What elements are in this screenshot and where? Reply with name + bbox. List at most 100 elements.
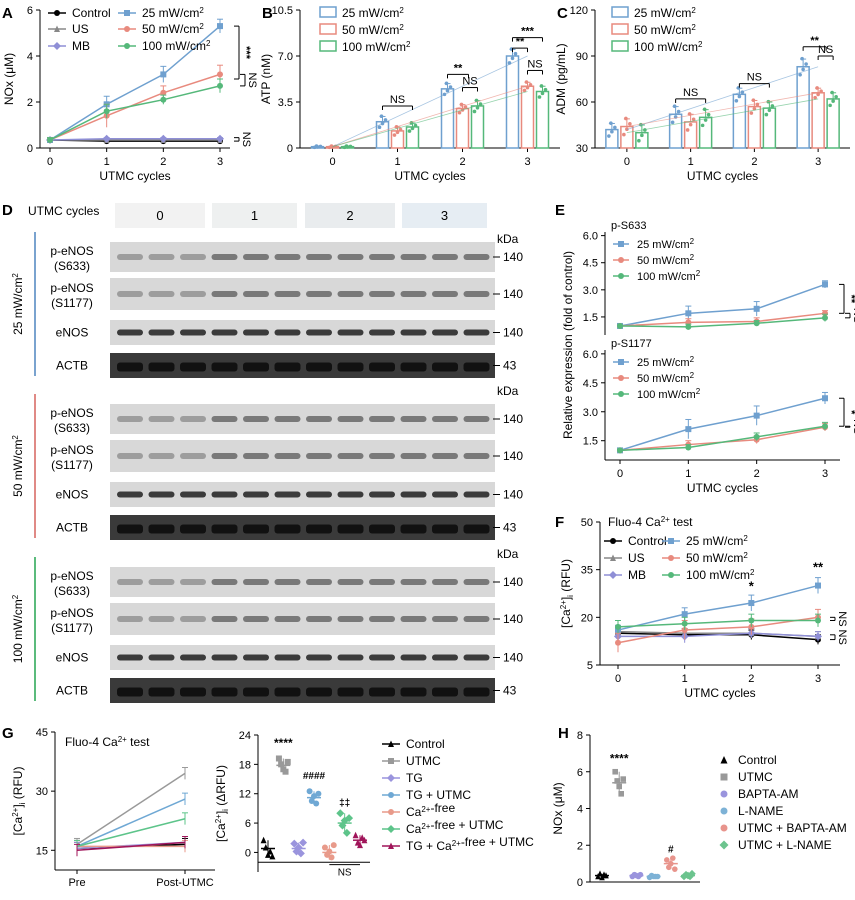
legend-marker xyxy=(618,241,624,247)
series-line xyxy=(619,317,826,328)
significance-label: **** xyxy=(274,736,293,750)
blot-band xyxy=(400,579,427,585)
significance-label: #### xyxy=(303,771,326,782)
data-point xyxy=(828,103,832,108)
blot-band xyxy=(306,254,332,260)
series-line xyxy=(619,283,826,327)
data-point xyxy=(654,873,661,880)
data-point xyxy=(311,793,317,800)
kda-label: kDa xyxy=(497,384,519,398)
blot-band xyxy=(432,616,458,622)
blot-band xyxy=(369,329,395,336)
data-point xyxy=(831,99,835,103)
data-point xyxy=(801,67,805,72)
data-point xyxy=(318,144,323,149)
blot-band xyxy=(243,579,269,585)
data-point xyxy=(395,130,400,135)
data-point xyxy=(767,108,772,113)
x-tick-label: 0 xyxy=(329,156,335,168)
cycle-label: 1 xyxy=(251,208,258,223)
blot-band xyxy=(148,453,175,459)
data-point xyxy=(361,836,368,844)
kda-value: 140 xyxy=(503,449,523,463)
blot-band xyxy=(211,362,238,372)
legend-swatch xyxy=(319,23,337,35)
y-tick-label: 7.0 xyxy=(278,51,293,63)
legend-marker xyxy=(124,43,130,49)
data-point xyxy=(294,843,303,852)
data-point xyxy=(160,89,167,96)
x-tick-label: 1 xyxy=(104,156,110,168)
series-line xyxy=(619,397,826,452)
legend-marker xyxy=(618,375,624,381)
data-point xyxy=(342,828,351,837)
data-point xyxy=(617,447,623,454)
blot-band xyxy=(211,291,238,297)
data-point xyxy=(217,82,223,89)
y-tick-label: 6 xyxy=(245,818,251,830)
data-point xyxy=(668,860,674,867)
data-point xyxy=(609,121,613,125)
trend-line xyxy=(332,85,528,148)
legend-label: L-NAME xyxy=(738,804,783,818)
series-line xyxy=(49,73,221,141)
data-point xyxy=(706,112,711,117)
significance-label: ** xyxy=(454,62,463,74)
x-tick-label: 0 xyxy=(615,673,621,685)
x-tick-label: 2 xyxy=(754,468,760,480)
data-point xyxy=(603,872,609,879)
significance-label: * xyxy=(749,578,755,593)
cycle-label: 3 xyxy=(441,208,448,223)
data-point xyxy=(459,102,464,107)
y-tick-label: 0 xyxy=(287,143,293,155)
significance-label: NS xyxy=(462,76,477,88)
bar xyxy=(535,90,550,149)
bar xyxy=(698,116,713,149)
significance-label: ** xyxy=(845,295,855,304)
blot-band xyxy=(400,416,427,422)
data-point xyxy=(685,426,692,433)
data-point xyxy=(262,844,269,851)
data-point xyxy=(687,112,692,116)
data-point xyxy=(700,123,705,128)
blot-band xyxy=(180,453,206,459)
blot-band xyxy=(337,491,364,498)
legend-marker xyxy=(720,790,728,798)
y-axis-label: NOx (μM) xyxy=(551,782,565,834)
legend-label: Control xyxy=(72,6,111,20)
blot-band xyxy=(148,291,175,297)
data-point xyxy=(691,117,696,122)
legend-marker xyxy=(618,391,624,397)
y-tick-label: 6.0 xyxy=(583,349,598,361)
blot-band xyxy=(148,687,175,697)
blot-band xyxy=(463,524,490,534)
bar xyxy=(520,85,535,149)
kda-value: 43 xyxy=(503,521,517,535)
data-point xyxy=(617,322,623,329)
data-point xyxy=(457,110,462,115)
blot-band xyxy=(432,687,458,697)
data-point xyxy=(681,620,688,627)
blot-band xyxy=(117,254,143,260)
blot-band xyxy=(369,654,395,661)
data-point xyxy=(308,798,315,805)
y-tick-label: 12 xyxy=(239,789,251,801)
legend-swatch xyxy=(611,23,629,35)
row-label: (S633) xyxy=(54,421,90,435)
significance-label: * xyxy=(845,410,855,415)
series-line xyxy=(49,85,221,141)
y-tick-label: 4.5 xyxy=(583,378,598,390)
blot-band xyxy=(180,491,206,498)
blot-band xyxy=(306,524,332,534)
significance-label: # xyxy=(668,845,674,856)
y-tick-label: 30 xyxy=(576,143,588,155)
series-line xyxy=(619,312,826,327)
blot-band xyxy=(463,654,490,661)
legend-label: MB xyxy=(72,39,90,53)
blot-band xyxy=(369,491,395,498)
significance-label: NS xyxy=(683,87,698,99)
legend-marker xyxy=(387,825,395,833)
blot-band xyxy=(369,616,395,622)
significance-label: NS xyxy=(338,868,352,879)
